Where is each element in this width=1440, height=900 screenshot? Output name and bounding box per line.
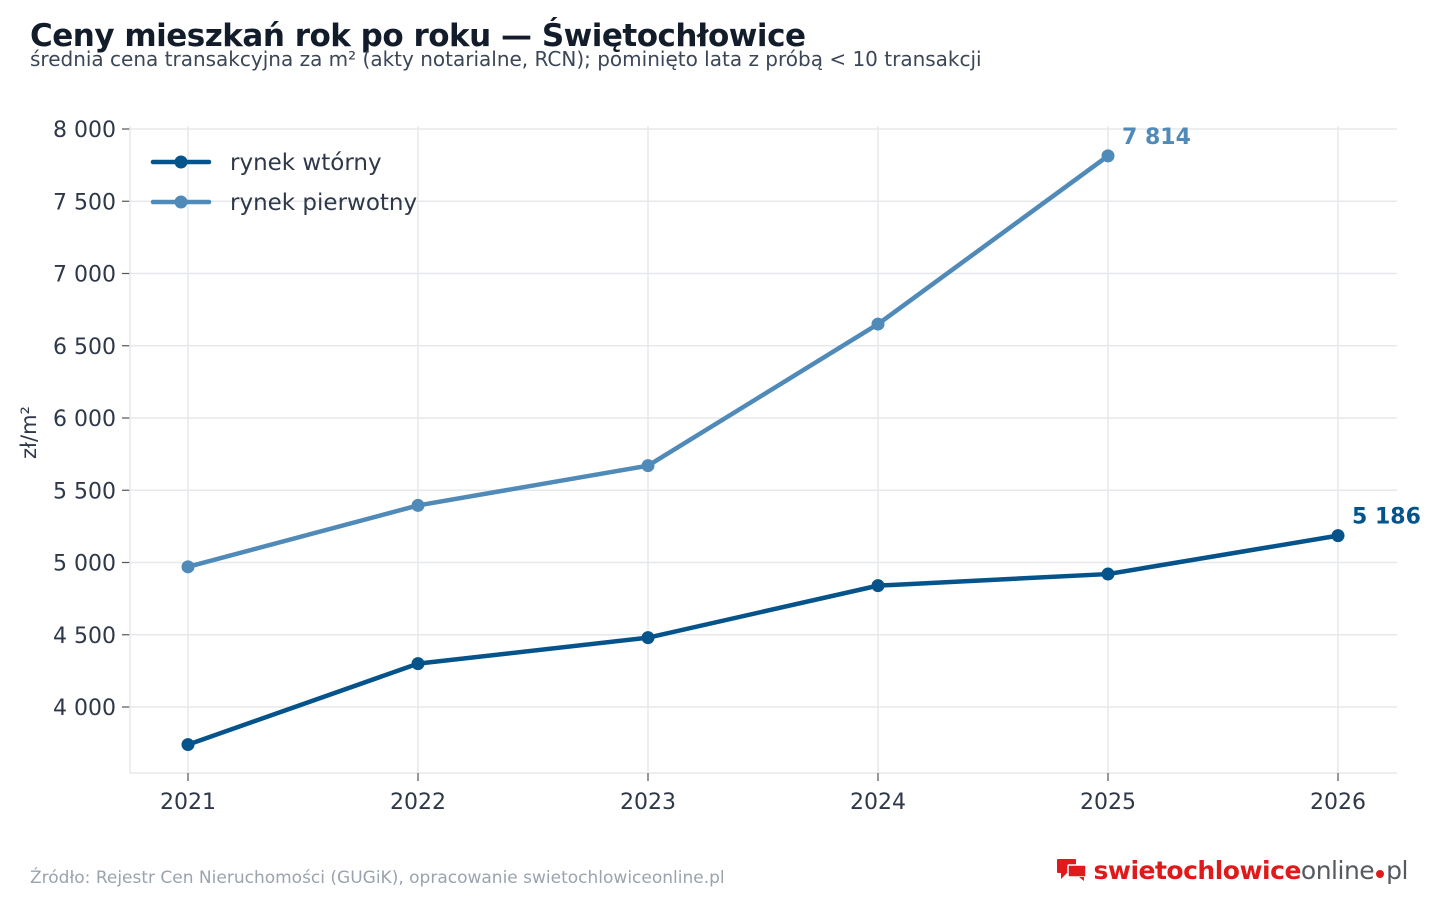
y-tick-label: 7 000 bbox=[53, 263, 116, 288]
y-tick-label: 5 500 bbox=[53, 479, 116, 504]
y-tick-label: 4 500 bbox=[53, 624, 116, 649]
source-note: Źródło: Rejestr Cen Nieruchomości (GUGiK… bbox=[30, 868, 725, 888]
y-tick-label: 6 000 bbox=[53, 407, 116, 432]
data-point-pierwotny bbox=[641, 459, 655, 473]
data-label-pierwotny: 7 814 bbox=[1122, 125, 1191, 150]
x-tick-label: 2021 bbox=[160, 790, 216, 815]
x-tick-label: 2023 bbox=[620, 790, 676, 815]
x-tick-label: 2024 bbox=[850, 790, 906, 815]
chart-title: Ceny mieszkań rok po roku — Świętochłowi… bbox=[30, 18, 806, 54]
data-point-wtorny bbox=[181, 738, 195, 752]
legend-label-wtorny: rynek wtórny bbox=[230, 150, 382, 176]
data-point-pierwotny bbox=[871, 317, 885, 331]
logo-dot bbox=[1376, 870, 1385, 878]
y-tick-label: 8 000 bbox=[53, 118, 116, 143]
data-point-wtorny bbox=[411, 657, 425, 671]
site-logo[interactable]: swietochlowice online pl bbox=[1057, 852, 1408, 888]
logo-text-online: online bbox=[1300, 855, 1375, 885]
speech-bubble-icon bbox=[1057, 859, 1088, 881]
data-label-wtorny: 5 186 bbox=[1352, 505, 1421, 530]
data-point-wtorny bbox=[1101, 567, 1115, 581]
y-axis-label: zł/m² bbox=[17, 406, 41, 459]
data-point-wtorny bbox=[871, 579, 885, 593]
logo-text-red: swietochlowice bbox=[1093, 855, 1301, 885]
y-tick-label: 4 000 bbox=[53, 696, 116, 721]
y-tick-label: 5 000 bbox=[53, 552, 116, 577]
data-point-wtorny bbox=[641, 631, 655, 645]
x-tick-label: 2025 bbox=[1080, 790, 1136, 815]
data-point-pierwotny bbox=[411, 498, 425, 512]
legend-marker-wtorny bbox=[174, 155, 188, 169]
y-tick-label: 6 500 bbox=[53, 335, 116, 360]
x-tick-label: 2026 bbox=[1310, 790, 1366, 815]
data-point-wtorny bbox=[1331, 529, 1345, 543]
legend-marker-pierwotny bbox=[174, 195, 188, 209]
series-line-wtorny bbox=[185, 533, 1341, 747]
x-tick-label: 2022 bbox=[390, 790, 446, 815]
legend-label-pierwotny: rynek pierwotny bbox=[230, 190, 417, 216]
logo-text-pl: pl bbox=[1386, 855, 1408, 885]
chart-subtitle: średnia cena transakcyjna za m² (akty no… bbox=[30, 47, 982, 71]
data-point-pierwotny bbox=[181, 560, 195, 574]
y-tick-label: 7 500 bbox=[53, 190, 116, 215]
data-point-pierwotny bbox=[1101, 149, 1115, 163]
